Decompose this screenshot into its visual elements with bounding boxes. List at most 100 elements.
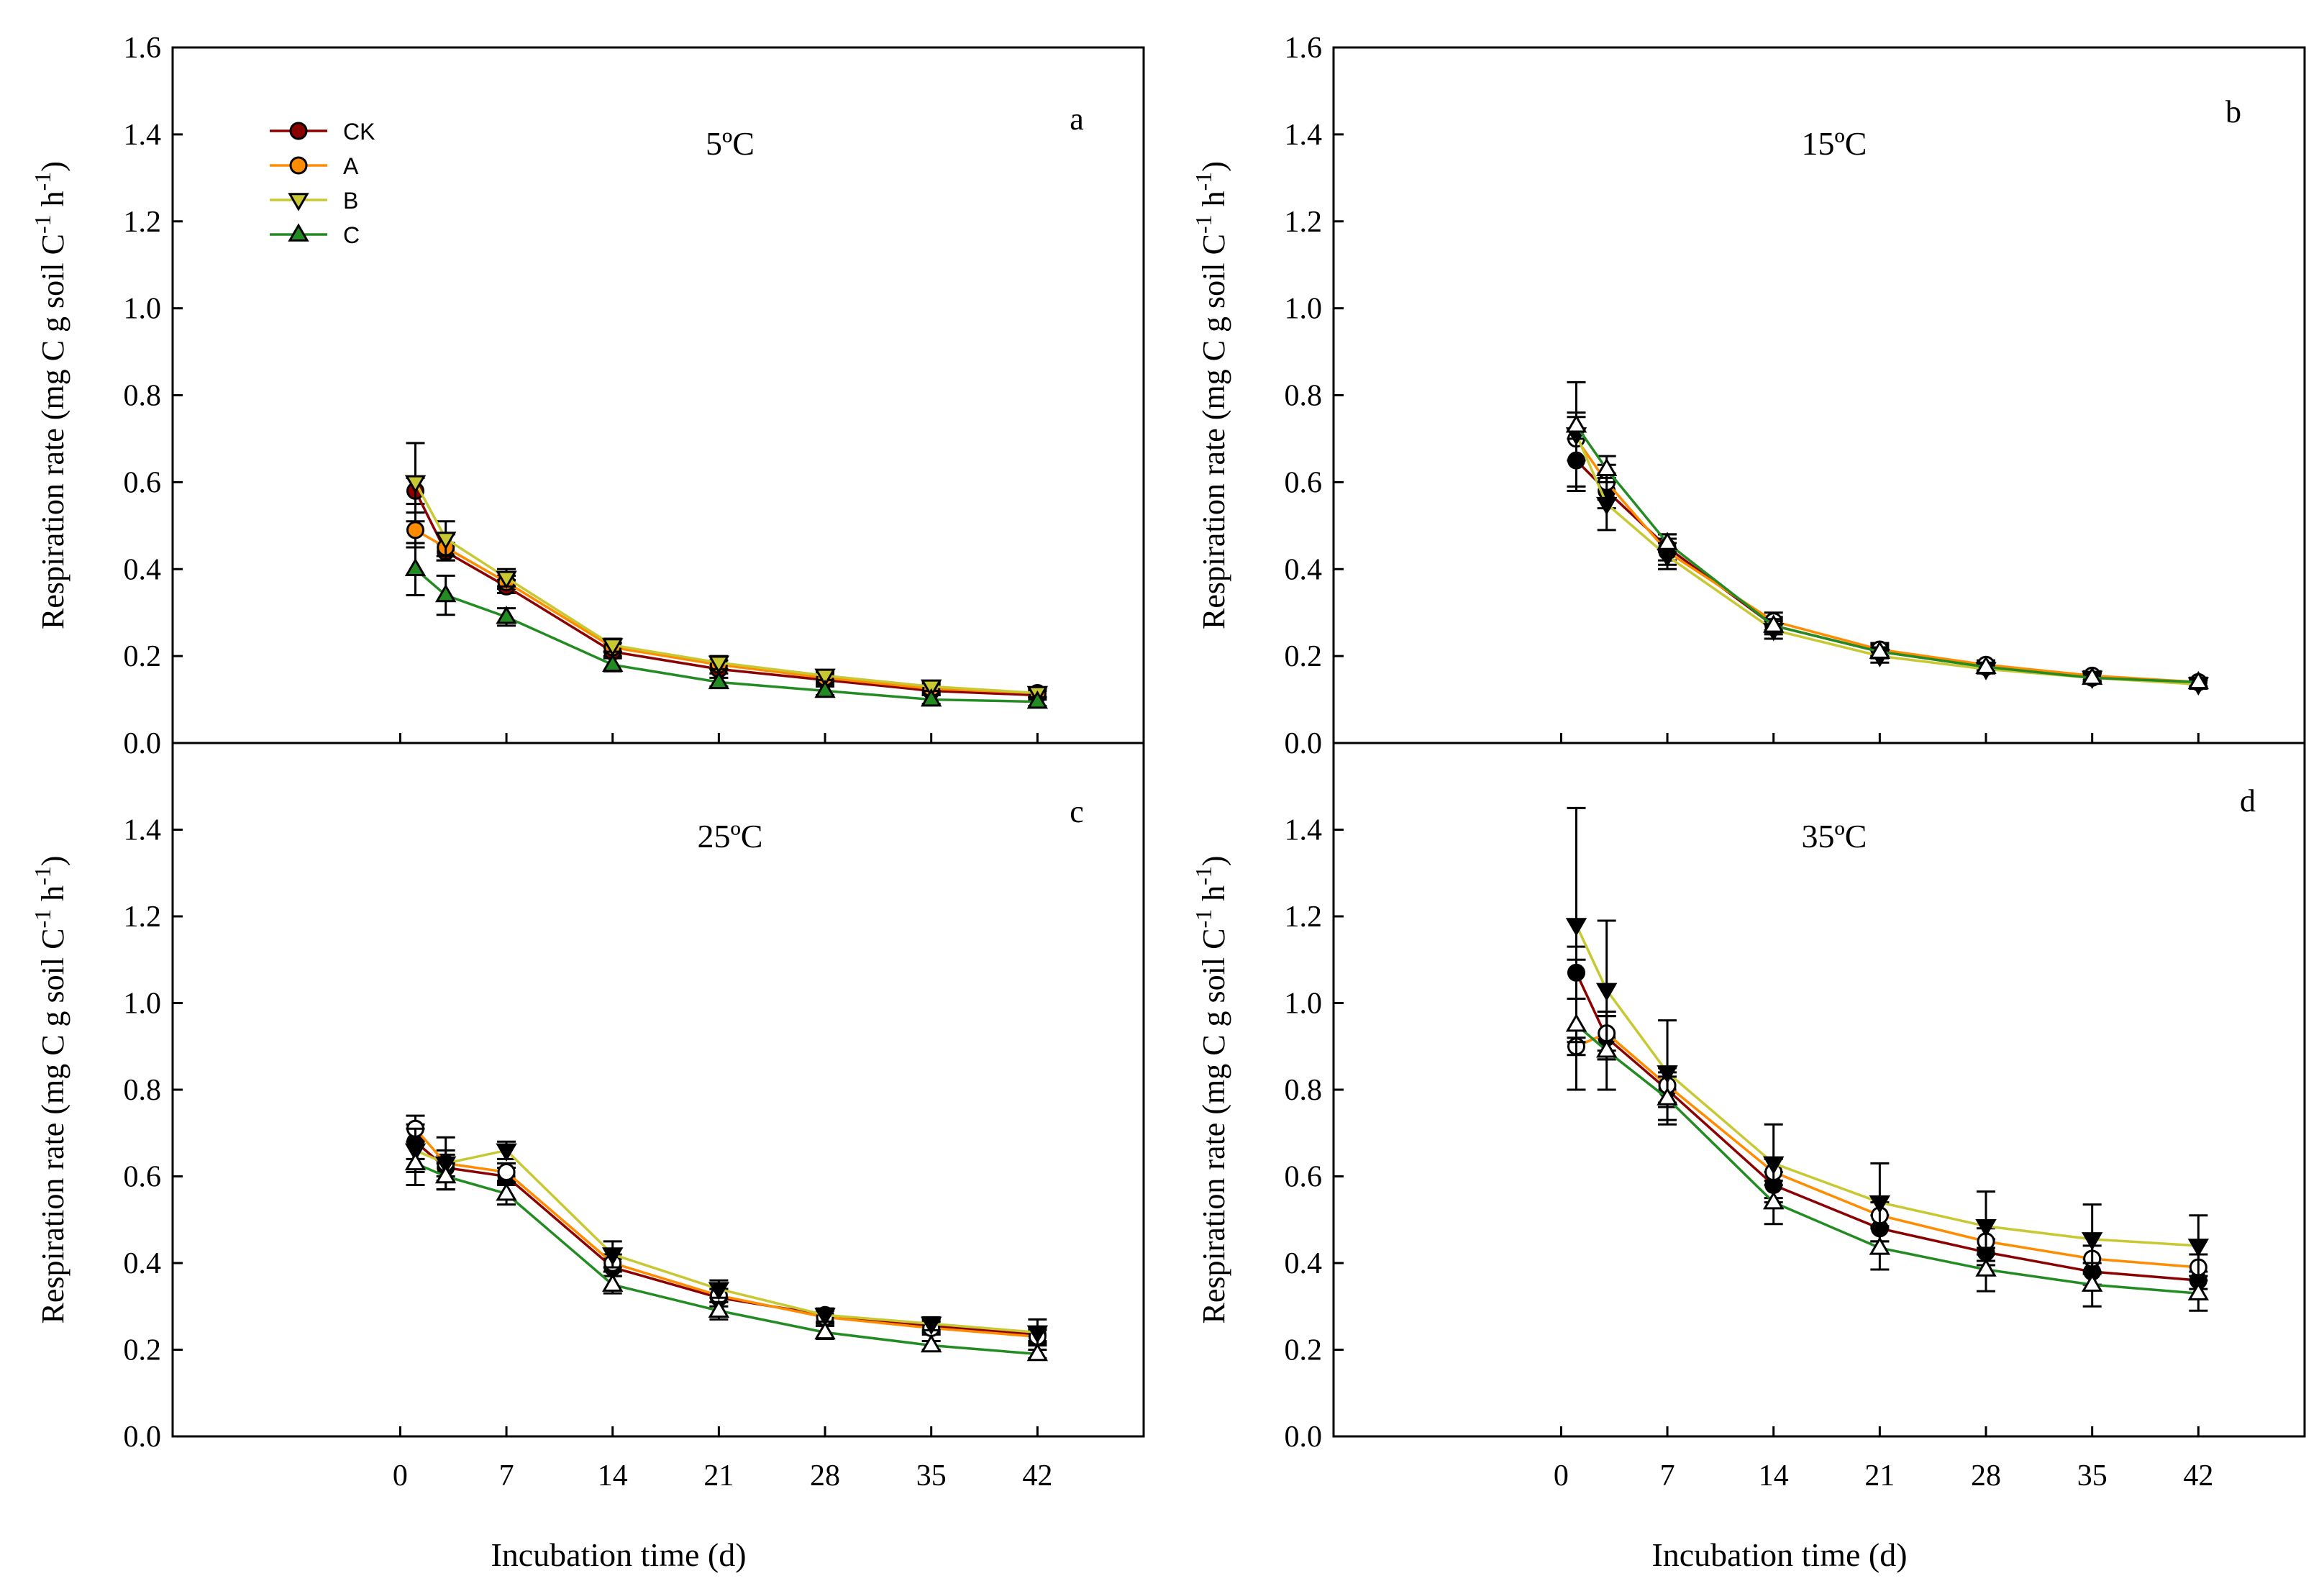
data-point xyxy=(1565,1013,1587,1032)
data-point xyxy=(1657,1065,1678,1084)
y-axis-label-part: Respiration rate (mg C g soil C xyxy=(1196,929,1231,1324)
data-point xyxy=(602,1273,624,1292)
series-line xyxy=(414,568,1038,703)
y-axis-label-part: h xyxy=(1196,885,1231,909)
data-point xyxy=(1026,1325,1049,1344)
series-CK xyxy=(1567,945,2208,1290)
data-point xyxy=(920,1316,942,1335)
x-tick-label: 35 xyxy=(2077,1459,2107,1492)
legend-label: A xyxy=(343,153,359,179)
x-tick-label: 42 xyxy=(2183,1459,2213,1492)
y-tick-label: 0.8 xyxy=(1285,380,1323,413)
superscript: -1 xyxy=(1190,866,1216,885)
y-tick-label: 0.4 xyxy=(1285,1247,1323,1280)
series-line xyxy=(1575,1024,2199,1295)
series-line xyxy=(1575,972,2199,1282)
data-point xyxy=(404,475,427,494)
y-axis-label: Respiration rate (mg C g soil C-1 h-1) xyxy=(29,161,70,629)
data-point xyxy=(406,521,424,539)
y-axis-label: Respiration rate (mg C g soil C-1 h-1) xyxy=(29,856,70,1324)
panel-title: 35ºC xyxy=(1802,818,1867,854)
data-point xyxy=(920,688,942,707)
data-point xyxy=(1975,1219,1997,1238)
data-point xyxy=(602,1247,624,1266)
panel-c: 0.0 0.2 0.4 0.6 0.8 1.0 1.2 1.4 0 7 14 21 28 35 42 Incu… xyxy=(29,742,1145,1573)
y-tick-label: 0.0 xyxy=(124,727,162,760)
y-tick-label: 1.2 xyxy=(1285,901,1323,934)
y-tick-label: 1.6 xyxy=(1285,32,1323,65)
y-axis-label-part: Respiration rate (mg C g soil C xyxy=(35,234,70,629)
y-tick-label: 0.4 xyxy=(124,553,162,586)
panel-letter: a xyxy=(1070,101,1084,137)
x-tick-label: 14 xyxy=(1759,1459,1789,1492)
y-tick-label: 0.2 xyxy=(124,640,162,673)
data-point xyxy=(708,670,730,690)
data-point xyxy=(814,1321,836,1340)
y-axis-label-part: ) xyxy=(1196,161,1231,172)
data-point xyxy=(1763,1156,1785,1175)
series-line xyxy=(414,1128,1038,1339)
y-tick-label: 1.0 xyxy=(124,988,162,1021)
y-tick-label: 0.8 xyxy=(124,380,162,413)
data-point xyxy=(1763,614,1785,633)
data-point xyxy=(434,1165,457,1184)
superscript: -1 xyxy=(29,172,55,191)
data-point xyxy=(496,606,517,624)
data-point xyxy=(1565,414,1587,433)
superscript: -1 xyxy=(1190,214,1216,234)
panel-a: 0.0 0.2 0.4 0.6 0.8 1.0 1.2 1.4 1.6 Respiration r… xyxy=(29,32,1145,760)
x-axis-label: Incubation time (d) xyxy=(1651,1536,1907,1573)
data-point xyxy=(814,679,836,698)
y-tick-label: 1.2 xyxy=(124,901,162,934)
series-line xyxy=(1575,437,2199,684)
data-point xyxy=(708,655,730,674)
data-point xyxy=(1595,1039,1618,1058)
y-axis-label: Respiration rate (mg C g soil C-1 h-1) xyxy=(1190,856,1231,1324)
data-point xyxy=(496,1182,517,1201)
panel-letter: b xyxy=(2225,94,2241,129)
data-point xyxy=(1763,1191,1785,1210)
series-line xyxy=(1575,1031,2199,1269)
x-tick-label: 28 xyxy=(1971,1459,2001,1492)
legend: CK ABC xyxy=(270,119,375,248)
x-tick-label: 7 xyxy=(499,1459,514,1492)
y-axis-label-part: ) xyxy=(35,161,70,172)
legend-marker xyxy=(289,156,308,175)
data-point xyxy=(496,570,517,589)
x-tick-label: 21 xyxy=(1864,1459,1895,1492)
series-B xyxy=(404,442,1049,705)
y-axis-label-part: h xyxy=(35,885,70,909)
data-point xyxy=(496,1143,517,1162)
data-point xyxy=(602,653,624,672)
data-point xyxy=(814,668,836,687)
y-tick-label: 0.4 xyxy=(1285,553,1323,586)
data-point xyxy=(497,1162,516,1181)
data-point xyxy=(404,1152,427,1171)
data-point xyxy=(1595,496,1618,516)
data-point xyxy=(708,1299,730,1318)
data-point xyxy=(2187,1239,2210,1257)
x-tick-label: 14 xyxy=(598,1459,628,1492)
series-line xyxy=(414,1149,1038,1334)
data-point xyxy=(2187,670,2210,690)
data-point xyxy=(1869,640,1891,659)
superscript: -1 xyxy=(29,866,55,885)
y-tick-label: 0.2 xyxy=(1285,640,1323,673)
series-B xyxy=(1565,806,2210,1277)
panel-title: 25ºC xyxy=(698,818,763,854)
y-tick-label: 1.2 xyxy=(124,206,162,239)
superscript: -1 xyxy=(1190,909,1216,929)
series-line xyxy=(1575,424,2199,684)
y-axis-label-part: ) xyxy=(1196,856,1231,867)
y-axis-label-part: h xyxy=(35,191,70,214)
panel-d: 0.0 0.2 0.4 0.6 0.8 1.0 1.2 1.4 0 7 14 21 28 35 42 Incu… xyxy=(1190,742,2306,1573)
plot-frame xyxy=(171,46,1145,744)
data-point xyxy=(1869,1195,1891,1214)
series-line xyxy=(414,490,1038,697)
y-tick-label: 0.6 xyxy=(1285,1161,1323,1194)
y-tick-label: 0.6 xyxy=(124,466,162,499)
x-tick-label: 28 xyxy=(810,1459,840,1492)
x-axis-label: Incubation time (d) xyxy=(491,1536,746,1573)
legend-marker xyxy=(289,122,308,140)
